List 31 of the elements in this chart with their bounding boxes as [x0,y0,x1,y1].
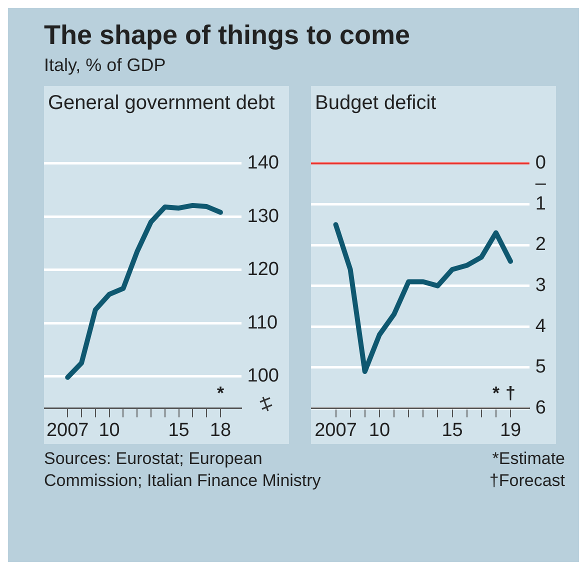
text: †Forecast [489,470,565,492]
text: *Estimate [491,448,565,470]
y-tick-label: 1 [535,193,546,214]
annotation: * [492,383,500,404]
y-tick-label: 4 [535,316,546,337]
y-tick-label: – [535,173,546,194]
y-tick-label: 100 [247,366,279,387]
x-tick-label: 2007 [46,420,89,441]
chart-subtitle: Italy, % of GDP [44,55,167,76]
y-tick-label: 5 [535,356,546,378]
y-axis-title: General government debt [47,91,276,116]
x-tick-label: 15 [168,420,190,441]
y-tick-label: 130 [247,206,279,227]
x-tick-label: 10 [368,420,390,441]
x-tick-label: 15 [442,420,463,441]
annotation: * [216,383,224,404]
annotation: † [505,383,516,404]
y-tick-label: 0 [535,152,546,174]
y-tick-label: 120 [247,259,279,280]
x-tick-label: 19 [500,420,522,441]
y-tick-label: 110 [247,312,278,334]
chart-title: The shape of things to come [44,20,410,51]
x-tick-label: 18 [210,420,232,441]
y-tick-label: 2 [535,234,546,256]
x-tick-label: 2007 [314,420,357,441]
y-tick-label: 6 [535,397,546,418]
x-tick-label: 10 [98,420,120,441]
source-note: Sources: Eurostat; European Commission; Italian Finance Ministry [44,448,322,492]
y-tick-label: 140 [247,152,279,174]
y-axis-title: Budget deficit [314,91,438,116]
y-tick-label: 3 [535,275,546,296]
